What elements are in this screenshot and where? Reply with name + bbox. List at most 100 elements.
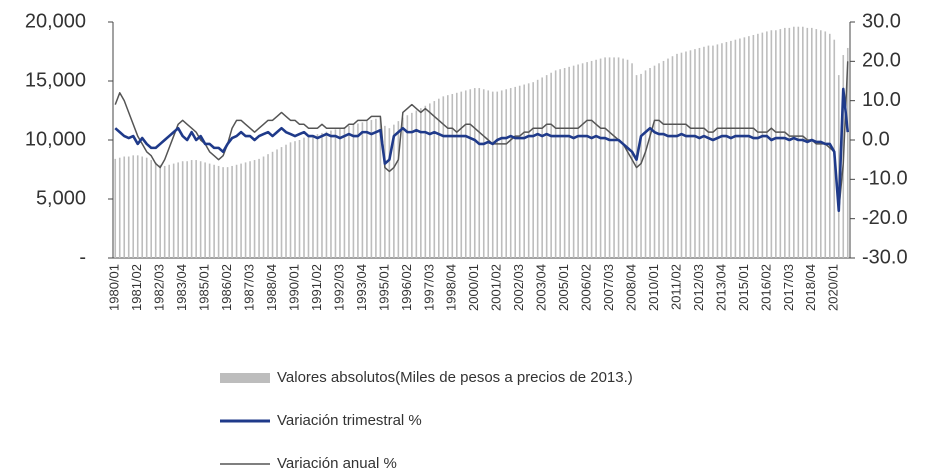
bar	[694, 49, 696, 258]
bar	[370, 119, 373, 258]
bar	[438, 98, 440, 258]
bar	[424, 105, 427, 258]
bar	[406, 115, 409, 258]
bar	[172, 163, 175, 258]
bar	[689, 50, 692, 258]
bar	[127, 156, 130, 258]
bar	[505, 89, 508, 258]
bar	[226, 167, 229, 258]
bar	[294, 141, 296, 258]
bar	[766, 31, 768, 258]
bar	[846, 47, 849, 259]
bar	[500, 90, 503, 258]
y2-tick-label: 10.0	[862, 89, 901, 111]
x-tick-label: 2011/02	[668, 264, 683, 310]
bar	[446, 95, 449, 258]
bar	[168, 164, 170, 258]
bar	[307, 136, 310, 258]
x-tick-label: 2003/04	[534, 264, 549, 311]
bar	[667, 58, 669, 258]
bar	[577, 64, 579, 258]
bar	[599, 58, 602, 258]
x-tick-label: 2008/04	[623, 264, 638, 311]
x-tick-label: 1986/02	[219, 264, 234, 311]
y2-tick-label: 20.0	[862, 50, 901, 72]
bar	[595, 59, 597, 259]
x-tick-label: 1981/02	[129, 264, 144, 311]
bar	[680, 52, 683, 259]
bar	[590, 60, 593, 258]
bar	[541, 77, 543, 259]
bar	[617, 57, 620, 259]
bar	[572, 65, 575, 258]
bar	[177, 162, 179, 258]
bar	[757, 33, 759, 258]
bar	[123, 156, 126, 258]
bar	[321, 132, 323, 258]
legend-label: Variación trimestral %	[277, 412, 422, 429]
bar	[339, 128, 341, 258]
bar	[491, 91, 494, 259]
bar	[644, 70, 647, 258]
bar	[748, 36, 750, 258]
bar	[734, 39, 737, 259]
bar	[199, 161, 202, 258]
y-tick-label: 10,000	[25, 128, 86, 150]
y-tick-label: 15,000	[25, 69, 86, 91]
legend-label: Variación anual %	[277, 455, 397, 471]
bar	[586, 62, 588, 259]
bar	[208, 163, 211, 258]
bar	[159, 164, 161, 258]
bar	[527, 83, 530, 258]
bar	[649, 68, 651, 259]
legend-label: Valores absolutos(Miles de pesos a preci…	[277, 369, 633, 386]
bar	[518, 85, 521, 258]
bar	[352, 124, 355, 258]
x-tick-label: 1982/03	[152, 264, 167, 311]
bar	[195, 160, 197, 258]
bar	[487, 90, 490, 258]
bar	[464, 90, 467, 258]
bar	[114, 158, 117, 258]
x-tick-label: 1991/02	[309, 264, 324, 311]
x-tick-label: 2015/01	[736, 264, 751, 311]
bar	[181, 161, 184, 258]
bar	[712, 45, 714, 258]
x-tick-label: 1993/04	[354, 264, 369, 311]
bar	[671, 56, 674, 258]
y-tick-label: -	[79, 246, 86, 268]
x-tick-label: 2000/01	[466, 264, 481, 311]
bar	[536, 79, 539, 258]
bar	[622, 58, 624, 258]
line	[114, 61, 849, 212]
bar	[473, 88, 476, 258]
bar	[244, 162, 247, 258]
bar	[429, 103, 431, 258]
bar	[415, 110, 418, 258]
x-tick-label: 2012/03	[691, 264, 706, 311]
x-tick-label: 2001/02	[489, 264, 504, 311]
x-tick-label: 1980/01	[107, 264, 122, 311]
bar	[204, 162, 206, 258]
bar	[554, 70, 557, 258]
y-tick-label: 20,000	[25, 10, 86, 32]
bar	[253, 160, 256, 258]
bar	[442, 96, 445, 258]
x-tick-label: 1983/04	[174, 264, 189, 311]
bar	[604, 57, 606, 259]
bar	[303, 137, 305, 258]
y-tick-label: 5,000	[36, 187, 86, 209]
bar	[154, 162, 157, 258]
bar	[276, 149, 278, 258]
bar	[685, 51, 687, 258]
bar	[289, 142, 292, 258]
bar	[707, 45, 710, 258]
y2-tick-label: 30.0	[862, 10, 901, 32]
bar	[469, 89, 472, 258]
x-tick-label: 1992/03	[331, 264, 346, 311]
bar	[258, 158, 260, 258]
bar	[348, 125, 350, 258]
bar	[676, 53, 678, 258]
x-tick-label: 2006/02	[579, 264, 594, 311]
